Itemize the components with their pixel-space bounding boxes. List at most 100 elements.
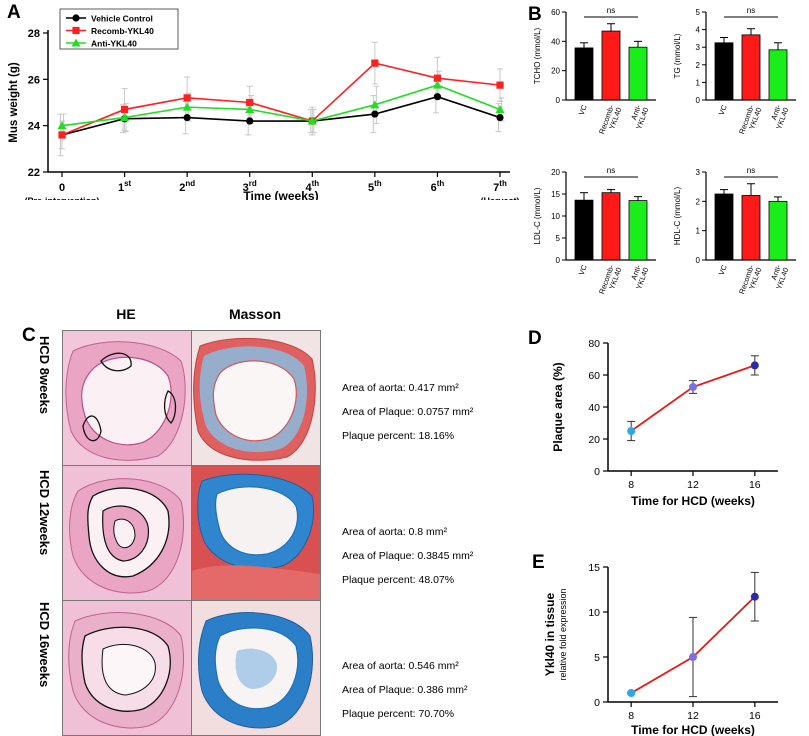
significance-label: ns (607, 6, 615, 15)
plaque-label: Area of Plaque: (342, 684, 415, 696)
data-point (371, 110, 379, 118)
percent-label: Plaque percent: (342, 574, 416, 586)
y-tick-label: 60 (588, 370, 600, 382)
panel-label-c: C (22, 325, 36, 346)
bar (714, 42, 734, 101)
y-tick-label: 20 (551, 67, 560, 76)
y-tick-label: 10 (551, 212, 560, 221)
data-point (120, 113, 130, 122)
plaque-value: 0.386 mm² (417, 684, 468, 696)
x-tick-label: VC (717, 263, 729, 276)
masson-tissue-12weeks (192, 466, 320, 600)
percent-value: 70.70% (418, 708, 455, 720)
legend-marker (72, 14, 80, 22)
y-tick-label: 20 (551, 168, 560, 177)
y-axis-label: TCHO (mmol/L) (533, 27, 542, 84)
he-tissue-8weeks (63, 331, 191, 466)
x-tick-label: 16 (749, 479, 761, 491)
masson-image-16weeks (191, 600, 321, 736)
x-tick-ordinal: th (374, 179, 382, 188)
masson-image-12weeks (191, 465, 321, 601)
y-tick-label: 4 (696, 26, 701, 35)
measurements-8weeks: Area of aorta: 0.417 mm² Area of Plaque:… (342, 380, 527, 452)
y-tick-label: 0 (696, 256, 701, 265)
panel-d-line-chart: 0 20 40 60 80 8 12 16 Time for HCD (weeks) Plaque… (551, 338, 778, 508)
bar (768, 200, 788, 261)
y-tick-label: 1 (696, 227, 701, 236)
column-header-masson: Masson (228, 306, 282, 322)
x-tick-label: 4th (305, 179, 319, 194)
y-tick-label: 15 (588, 562, 600, 574)
y-tick-label: 10 (588, 607, 600, 619)
y-tick-label: 0 (696, 96, 701, 105)
y-tick-label: 20 (588, 434, 600, 446)
legend-label: Vehicle Control (91, 14, 153, 24)
row-label-16weeks: HCD 16weeks (37, 602, 52, 688)
x-tick-label: Recomb-YKL40 (597, 263, 624, 298)
significance-label: ns (747, 6, 755, 15)
y-tick-label: 28 (28, 28, 40, 40)
x-tick-label: 6th (431, 179, 445, 194)
x-axis-label: Time for HCD (weeks) (631, 494, 755, 508)
y-tick-label: 3 (696, 43, 701, 52)
percent-value: 48.07% (418, 574, 455, 586)
y-tick-label: 22 (28, 167, 40, 179)
series-line-2 (61, 84, 501, 127)
aorta-label: Area of aorta: (342, 382, 406, 394)
x-tick-number: 5 (368, 182, 374, 194)
y-tick-label: 40 (551, 37, 560, 46)
plaque-label: Area of Plaque: (342, 550, 415, 562)
x-tick-label-part: VC (577, 263, 589, 276)
y-tick-label: 0 (594, 697, 600, 709)
x-tick-label: 7th (493, 179, 507, 194)
x-tick-label: 2nd (179, 179, 195, 194)
legend-marker (71, 38, 81, 47)
he-image-12weeks (62, 465, 192, 601)
x-tick-ordinal: rd (249, 179, 257, 188)
data-point (433, 74, 442, 82)
y-tick-label: 15 (551, 190, 560, 199)
aorta-value: 0.8 mm² (408, 526, 448, 538)
significance-label: ns (747, 166, 755, 175)
row-label-12weeks: HCD 12weeks (37, 470, 52, 556)
x-tick-label: 8 (628, 710, 634, 722)
data-point (58, 131, 66, 139)
column-header-he: HE (116, 306, 136, 322)
masson-image-8weeks (191, 330, 321, 467)
x-tick-label: 0 (59, 182, 65, 194)
x-tick-label: VC (577, 103, 589, 116)
bar (768, 49, 788, 101)
y-axis-label: TG (mmol/L) (673, 33, 682, 78)
masson-tissue-8weeks (192, 331, 320, 466)
x-tick-label: Anti-YKL40 (627, 263, 651, 290)
data-point (307, 116, 317, 125)
y-tick-label: 0 (556, 96, 561, 105)
panel-b-tg-bar-chart: 0 1 2 3 4 5 TG (mmol/L) ns VC Recomb-YKL40 Anti-YK… (673, 6, 796, 135)
data-point (182, 102, 192, 111)
x-tick-sublabel: (Harvest) (480, 196, 519, 200)
y-axis-sublabel: relative fold expression (558, 588, 568, 680)
y-axis-label: Plaque area (%) (551, 362, 565, 451)
data-point (689, 653, 697, 661)
percent-value: 18.16% (418, 430, 455, 442)
x-tick-label: 16 (749, 710, 761, 722)
x-tick-number: 6 (431, 182, 437, 194)
x-tick-ordinal: nd (185, 179, 195, 188)
y-tick-label: 5 (556, 234, 561, 243)
y-axis-label: LDL-C (mmol/L) (533, 187, 542, 244)
panel-label-b: B (528, 4, 542, 25)
x-tick-label-part: VC (717, 103, 729, 116)
x-tick-label: Recomb-YKL40 (597, 103, 624, 138)
y-tick-label: 24 (28, 121, 41, 133)
aorta-label: Area of aorta: (342, 660, 406, 672)
x-tick-label: 1st (118, 179, 132, 194)
measurements-12weeks: Area of aorta: 0.8 mm² Area of Plaque: 0… (342, 524, 527, 596)
plaque-value: 0.3845 mm² (417, 550, 474, 562)
bar (574, 199, 594, 261)
panel-label-d: D (528, 328, 542, 349)
y-tick-label: 1 (696, 78, 701, 87)
aorta-label: Area of aorta: (342, 526, 406, 538)
y-tick-label: 2 (696, 197, 701, 206)
